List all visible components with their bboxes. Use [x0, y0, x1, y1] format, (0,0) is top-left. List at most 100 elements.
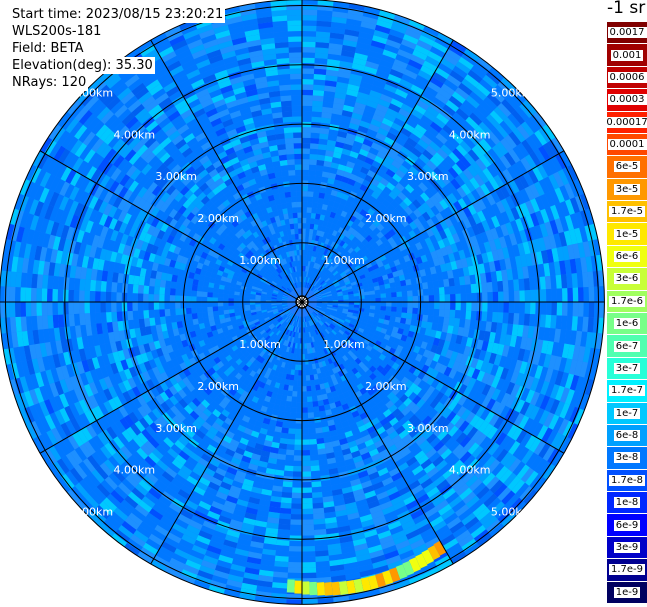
range-gate	[560, 315, 568, 330]
range-gate	[538, 442, 551, 459]
range-gate	[306, 250, 311, 256]
range-gate	[491, 127, 505, 142]
range-gate	[435, 212, 445, 223]
range-gate	[342, 294, 349, 298]
range-gate	[559, 185, 570, 202]
range-gate	[328, 315, 335, 321]
range-gate	[405, 499, 419, 511]
range-gate	[171, 522, 187, 534]
range-gate	[271, 339, 277, 346]
range-gate	[313, 317, 319, 323]
range-gate	[186, 351, 194, 360]
range-gate	[204, 395, 214, 405]
range-gate	[325, 320, 332, 325]
range-gate	[184, 359, 193, 369]
range-gate	[335, 324, 342, 330]
range-gate	[287, 335, 291, 342]
range-gate	[507, 113, 521, 129]
range-gate	[397, 544, 413, 556]
range-gate	[385, 400, 395, 409]
range-gate	[320, 325, 325, 332]
range-gate	[309, 374, 315, 381]
range-gate	[534, 224, 544, 239]
range-gate	[321, 485, 332, 492]
range-gate	[327, 303, 333, 306]
range-gate	[220, 336, 227, 343]
range-gate	[389, 68, 404, 79]
range-gate	[292, 342, 296, 349]
range-gate	[171, 415, 183, 426]
range-gate	[256, 325, 263, 331]
range-gate	[529, 226, 538, 241]
range-gate	[476, 381, 487, 394]
range-gate	[400, 127, 412, 138]
range-gate	[306, 212, 312, 219]
range-gate	[231, 376, 239, 385]
range-gate	[311, 325, 315, 331]
range-gate	[515, 160, 528, 175]
range-gate	[529, 313, 536, 327]
range-gate	[242, 364, 250, 372]
range-gate	[120, 461, 134, 475]
range-gate	[316, 264, 321, 270]
range-gate	[302, 217, 307, 224]
range-gate	[84, 313, 91, 325]
range-gate	[332, 342, 339, 349]
range-gate	[391, 292, 397, 298]
range-gate	[302, 228, 306, 234]
range-gate	[440, 433, 452, 445]
range-gate	[358, 86, 371, 96]
range-gate	[113, 408, 124, 421]
range-gate	[281, 427, 289, 434]
range-gate	[501, 269, 508, 281]
range-gate	[254, 403, 263, 411]
range-gate	[350, 267, 357, 274]
range-gate	[247, 330, 254, 337]
range-gate	[397, 48, 413, 60]
range-gate	[124, 458, 137, 471]
range-gate	[447, 358, 456, 369]
range-gate	[315, 283, 321, 288]
range-gate	[117, 503, 132, 517]
range-gate	[302, 153, 310, 160]
range-gate	[427, 281, 434, 289]
range-gate	[169, 308, 176, 316]
range-gate	[328, 467, 339, 475]
range-gate	[203, 378, 212, 387]
range-gate	[393, 117, 406, 128]
range-gate	[339, 282, 346, 288]
range-gate	[313, 289, 319, 294]
range-gate	[307, 337, 311, 343]
range-gate	[330, 574, 347, 583]
range-gate	[112, 436, 125, 450]
range-gate	[529, 277, 536, 291]
range-gate	[401, 554, 417, 565]
range-gate	[321, 106, 333, 114]
range-gate	[48, 445, 62, 462]
range-gate	[183, 404, 194, 415]
range-gate	[422, 149, 434, 161]
range-gate	[457, 267, 465, 278]
range-gate	[212, 287, 219, 294]
range-gate	[241, 415, 251, 423]
range-gate	[514, 302, 520, 314]
range-gate	[487, 292, 493, 302]
range-gate	[302, 364, 306, 371]
range-gate	[57, 476, 71, 493]
range-gate	[437, 503, 452, 516]
range-gate	[277, 534, 290, 541]
range-gate	[346, 314, 353, 319]
range-gate	[429, 121, 443, 133]
range-gate	[207, 306, 213, 312]
range-gate	[180, 484, 194, 496]
range-gate	[92, 486, 107, 502]
range-gate	[434, 391, 445, 402]
range-gate	[342, 310, 348, 315]
range-gate	[535, 379, 545, 394]
range-gate	[386, 182, 396, 191]
range-gate	[329, 402, 337, 410]
range-gate	[393, 534, 408, 546]
range-gate	[337, 71, 351, 79]
range-gate	[198, 476, 211, 487]
range-gate	[423, 482, 437, 494]
